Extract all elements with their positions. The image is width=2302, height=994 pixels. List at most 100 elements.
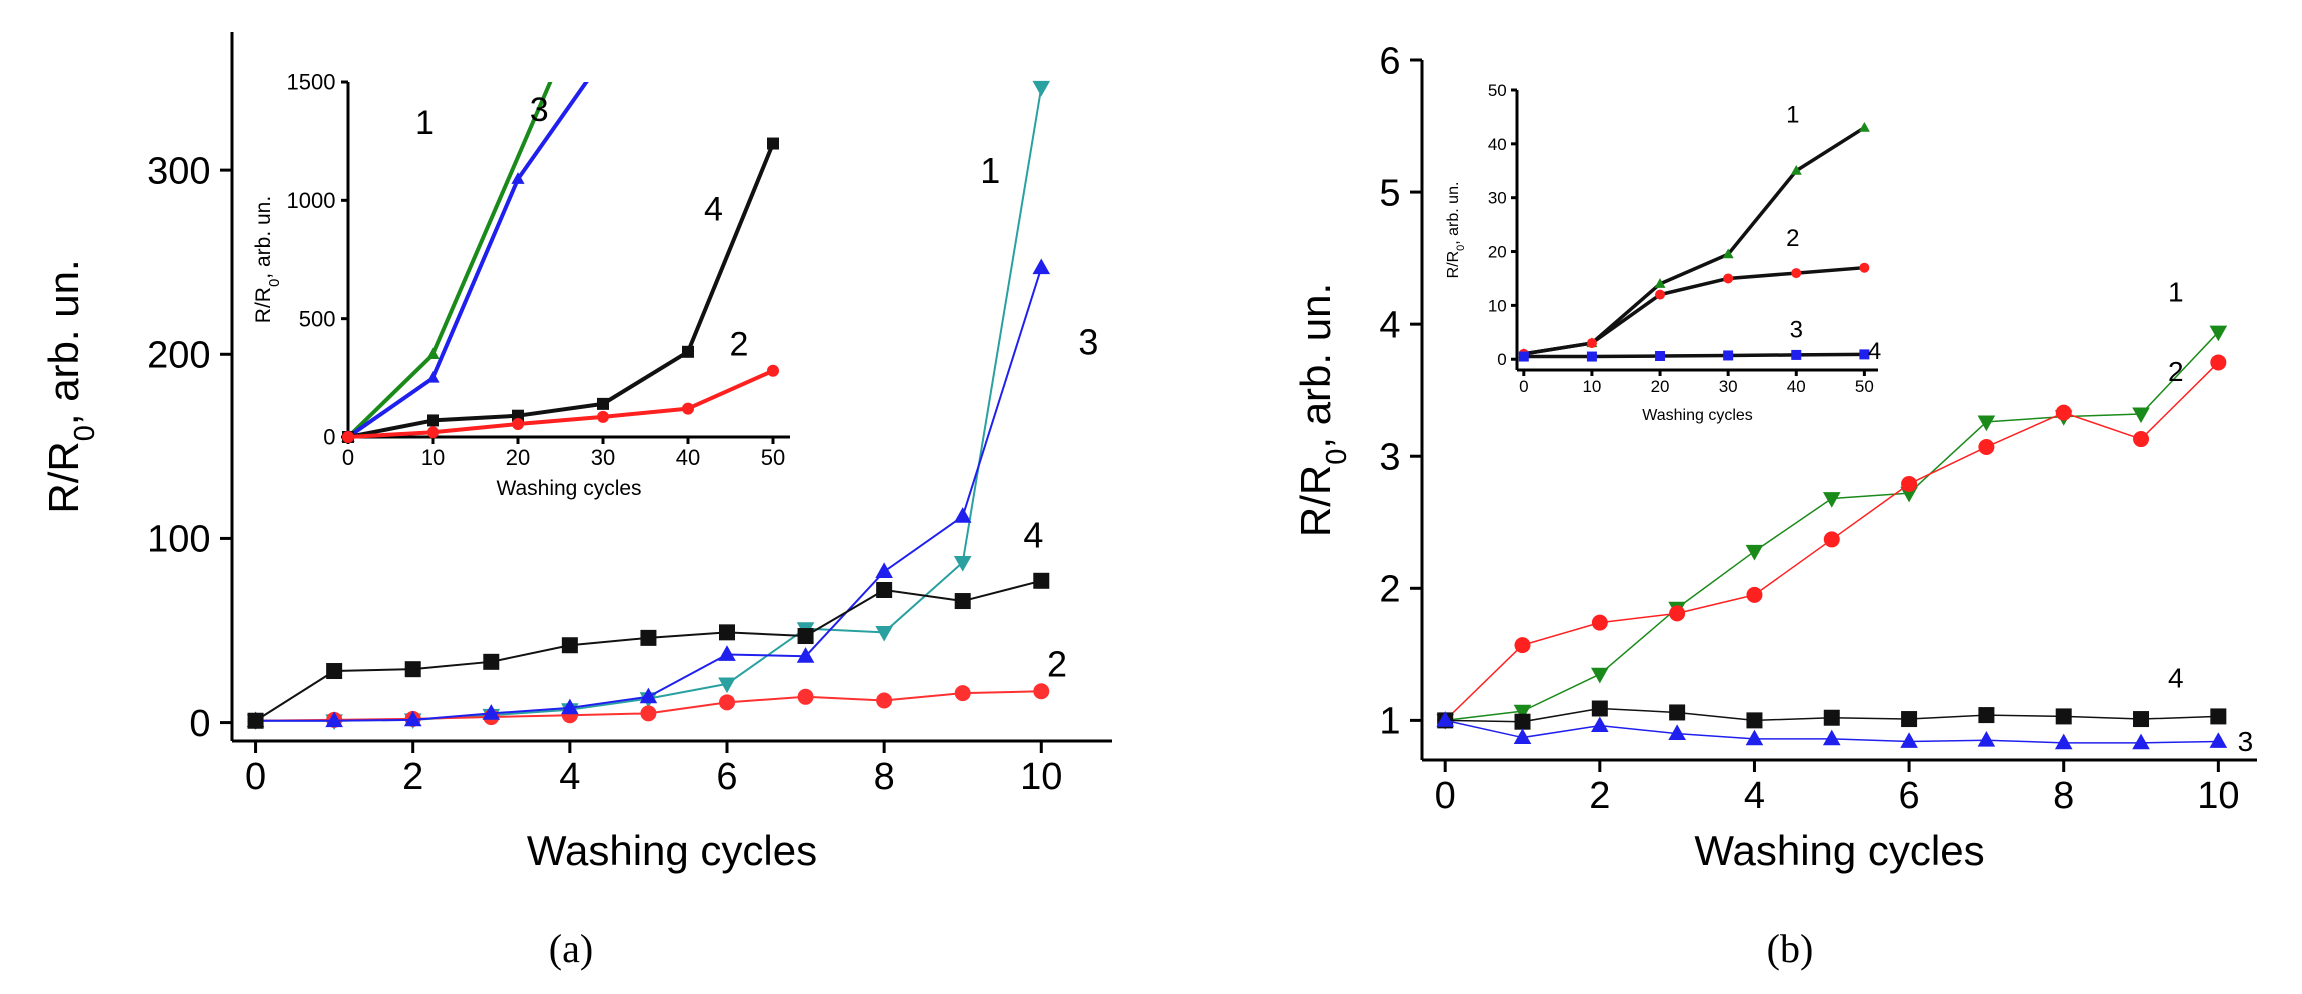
panel-a-inset-series-4-point-5 [767,137,779,150]
panel-a-series-3 [246,258,1051,728]
panel-a-series-4-point-10 [1033,572,1050,589]
panel-a-series-3-point-9 [953,507,972,523]
panel-a-inset-plot-area [341,82,779,443]
panel-a-inset-series-2 [342,364,779,443]
panel-b-inset-series-2-point-4 [1791,268,1802,279]
panel-b-series-1-point-9 [2132,407,2150,424]
panel-b-inset-x-tick-label-3: 30 [1719,377,1738,396]
panel-a-inset-y-tick-label-1: 500 [299,306,336,331]
panel-a-series-3-point-7 [796,647,815,663]
panel-b-series-2-point-4 [1746,586,1763,603]
panel-a-inset-x-tick-label-5: 50 [761,445,785,470]
panel-a-x-tick-label-4: 8 [874,756,895,798]
panel-b-series-3-point-2 [1591,716,1609,733]
panel-b-inset-series-1-line [1523,126,1866,356]
panel-a-inset-series-3 [341,82,589,442]
panel-a-inset-y-tick-label-3: 1500 [287,70,336,95]
panel-a-inset-series-1-line [346,82,553,439]
panel-b-series-4-point-7 [1978,707,1995,724]
panel-b-series-4-point-9 [2133,711,2150,728]
panel-b-y-tick-label-5: 6 [1379,40,1400,82]
panel-a-series-4 [247,572,1050,729]
panel-b-y-tick-label-0: 1 [1379,701,1400,743]
panel-b-series-2-point-7 [1978,438,1995,455]
panel-a-inset-series-2-point-5 [767,364,779,377]
panel-b-inset-series-1-point-4 [1790,165,1802,175]
panel-a-series-4-point-2 [404,661,421,678]
panel-a-y-axis-label: R/R0, arb. un. [40,259,101,513]
panel-b-inset-series-3-line [1523,352,1865,359]
panel-b-inset-series-1-point-2 [1654,278,1666,288]
panel-a-inset-series-2-point-3 [597,410,609,423]
panel-b-curve-label-2: 2 [2168,356,2184,387]
panel-b-y-tick-label-2: 3 [1379,437,1400,479]
panel-b-inset-series-3-point-5 [1859,349,1870,360]
panel-a-inset-series-2-point-4 [682,402,694,415]
panel-a-series-4-point-5 [640,629,657,646]
panel-a-series-2-point-7 [797,688,814,705]
panel-b-y-tick-label-4: 5 [1379,172,1400,214]
panel-b-series-3-point-8 [2054,733,2073,750]
panel-a-series-1-point-10 [1032,80,1051,97]
panel-b-series-3 [1436,711,2228,750]
panel-a-series-2-point-5 [640,705,657,722]
panel-a-inset-y-tick-label-2: 1000 [287,188,336,213]
panel-b-series-1-point-10 [2209,325,2228,342]
panel-b-series-1-point-7 [1977,415,1996,432]
panel-b-series-3-point-4 [1745,729,1764,746]
panel-a-x-tick-label-3: 6 [716,756,737,798]
panel-b-curve-label-3: 3 [2238,726,2254,757]
panel-a-series-2-point-10 [1033,683,1050,700]
panel-a-curve-label-1: 1 [980,150,1000,191]
panel-b-x-tick-label-1: 2 [1589,775,1610,817]
panel-a-inset-series-3-point-2 [511,172,525,184]
panel-b-series-2-point-2 [1591,614,1608,631]
panel-a-curve-label-4: 4 [1023,515,1043,556]
panel-a-inset-series-4-line [347,142,775,439]
panel-b-series-1-line [1445,331,2219,722]
panel-a-inset-curve-label-1: 1 [415,104,434,142]
panel-a-series-1-point-9 [953,555,972,572]
panel-a-inset-x-tick-label-2: 20 [506,445,530,470]
panel-a-series-4-point-1 [326,663,343,680]
panel-a-series-2-point-6 [719,694,735,711]
panel-a-inset-series-2-line [347,368,774,439]
panel-b-series-2-point-6 [1901,475,1918,492]
panel-a-series-1-line [255,87,1043,722]
panel-b-inset-y-tick-label-5: 50 [1488,81,1507,100]
panel-b-series-4-point-1 [1514,713,1531,730]
panel-b-series-3-point-0 [1436,711,1454,727]
panel-a-series-3-point-6 [718,645,736,661]
panel-a-series-4-point-4 [561,637,578,654]
panel-a-series-4-point-8 [876,581,893,598]
panel-b-series-2-point-3 [1669,605,1686,622]
panel-b-series-3-point-6 [1900,732,1918,748]
panel-a-y-tick-label-3: 300 [147,150,210,192]
panel-b-series-1 [1436,325,2228,730]
panel-a-series-3-point-4 [561,698,579,715]
panel-b-series-3-point-5 [1822,729,1841,746]
panel-b-inset-series-3-point-1 [1586,351,1597,362]
panel-b-inset-x-tick-label-1: 10 [1582,377,1601,396]
panel-a-series-4-point-3 [483,653,500,670]
panel-b-inset-series-1 [1518,121,1870,358]
panel-a-series-4-point-7 [797,628,814,645]
panel-a-y-tick-label-0: 0 [189,703,210,745]
panel-a-x-tick-label-1: 2 [402,756,423,798]
panel-b-series-2-point-1 [1514,637,1531,654]
panel-a-series-2-point-8 [876,692,893,709]
panel-b-inset-series-3-point-2 [1655,351,1666,361]
panel-a-series-3-point-1 [325,711,343,728]
panel-b-series-1-point-1 [1513,704,1532,721]
panel-b-inset-series-2 [1518,262,1870,359]
panel-b-y-tick-label-1: 2 [1379,569,1400,611]
panel-b-inset-y-tick-label-1: 10 [1488,296,1507,315]
panel-b-series-3-point-1 [1513,728,1532,744]
panel-b-series-2 [1437,354,2227,729]
panel-a-x-axis-label: Washing cycles [527,827,817,874]
panel-b-inset-y-tick-label-2: 20 [1488,242,1507,261]
panel-a-inset-series-4-point-3 [597,397,609,410]
panel-a-series-3-point-8 [875,562,893,578]
